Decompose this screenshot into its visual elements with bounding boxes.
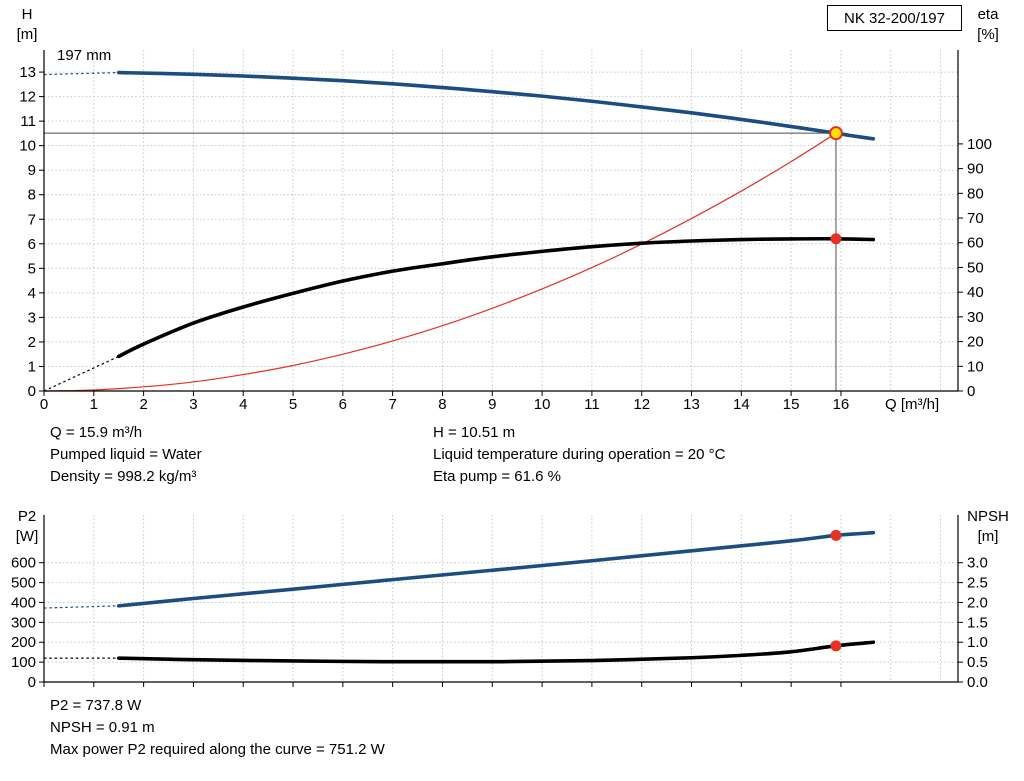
info-head: H = 10.51 m: [433, 424, 516, 441]
x-tick-label: 7: [388, 396, 396, 413]
x-tick-label: 16: [833, 396, 850, 413]
y-right-tick-label: 3.0: [967, 555, 988, 572]
info-npsh: NPSH = 0.91 m: [50, 719, 155, 736]
y-right-tick-label: 70: [967, 210, 984, 227]
npsh-point-marker: [830, 640, 842, 652]
x-tick-label: 8: [438, 396, 446, 413]
y-left-tick-label: 10: [19, 138, 36, 155]
x-tick-label: 9: [488, 396, 496, 413]
x-tick-label: 11: [584, 396, 600, 413]
y-right-tick-label: 100: [967, 136, 992, 153]
y-left-axis-title: [m]: [17, 26, 38, 43]
p2-curve: [116, 530, 876, 608]
x-tick-label: 13: [683, 396, 700, 413]
x-tick-label: 2: [139, 396, 147, 413]
y-left-tick-label: 8: [28, 187, 36, 204]
y-left-tick-label: 500: [11, 575, 36, 592]
y-right-tick-label: 1.0: [967, 634, 988, 651]
x-tick-label: 1: [90, 396, 98, 413]
y-left-tick-label: 13: [19, 64, 36, 81]
efficiency-curve-dashed-lead: [43, 355, 119, 392]
pump-model-badge: NK 32-200/197: [827, 5, 962, 31]
y-left-tick-label: 300: [11, 614, 36, 631]
head-curve-dashed-lead: [43, 71, 119, 76]
y-left-tick-label: 0: [28, 383, 36, 400]
y-left-axis-title: H: [22, 6, 33, 23]
x-tick-label: 14: [733, 396, 750, 413]
y-right-tick-label: 0.5: [967, 654, 988, 671]
y-right-axis-title: NPSH: [967, 508, 1009, 525]
y-right-axis-title: [m]: [978, 528, 999, 545]
info-flow: Q = 15.9 m³/h: [50, 424, 143, 441]
y-left-tick-label: 6: [28, 236, 36, 253]
y-right-axis-title: eta: [978, 6, 1000, 23]
y-left-tick-label: 4: [28, 285, 36, 302]
y-left-tick-label: 9: [28, 162, 36, 179]
x-tick-label: 15: [783, 396, 800, 413]
y-left-tick-label: 100: [11, 654, 36, 671]
y-right-tick-label: 90: [967, 161, 984, 178]
y-right-tick-label: 20: [967, 334, 984, 351]
y-left-tick-label: 0: [28, 674, 36, 691]
y-right-tick-label: 0.0: [967, 674, 988, 691]
y-left-tick-label: 3: [28, 309, 36, 326]
info-max-power: Max power P2 required along the curve = …: [50, 741, 385, 758]
y-left-tick-label: 1: [28, 358, 36, 375]
y-left-tick-label: 600: [11, 555, 36, 572]
x-tick-label: 12: [633, 396, 650, 413]
x-tick-label: 6: [339, 396, 347, 413]
y-left-tick-label: 11: [20, 113, 36, 130]
y-left-tick-label: 7: [28, 211, 36, 228]
p2-curve-dashed-lead: [43, 605, 119, 609]
npsh-curve: [116, 640, 876, 664]
y-right-tick-label: 0: [967, 383, 975, 400]
head-curve: [116, 70, 876, 141]
x-tick-label: 3: [189, 396, 197, 413]
info-liquid-temperature: Liquid temperature during operation = 20…: [433, 446, 726, 463]
y-right-tick-label: 40: [967, 284, 984, 301]
x-tick-label: 5: [289, 396, 297, 413]
y-left-tick-label: 200: [11, 634, 36, 651]
y-right-tick-label: 10: [967, 358, 984, 375]
duty-point-marker: [828, 126, 843, 141]
y-right-tick-label: 80: [967, 185, 984, 202]
info-p2: P2 = 737.8 W: [50, 697, 142, 714]
x-tick-label: 4: [239, 396, 247, 413]
impeller-diameter-label: 197 mm: [57, 47, 112, 64]
y-left-axis-title: P2: [18, 508, 36, 525]
y-left-tick-label: 12: [19, 89, 36, 106]
y-right-axis-title: [%]: [977, 26, 999, 43]
y-right-tick-label: 2.5: [967, 575, 988, 592]
info-eta-pump: Eta pump = 61.6 %: [433, 468, 561, 485]
x-axis-title: Q [m³/h]: [885, 396, 939, 413]
x-tick-label: 10: [534, 396, 551, 413]
y-left-axis-title: [W]: [16, 528, 39, 545]
y-left-tick-label: 5: [28, 260, 36, 277]
x-tick-label: 0: [40, 396, 48, 413]
y-left-tick-label: 2: [28, 334, 36, 351]
y-right-tick-label: 30: [967, 309, 984, 326]
p2-point-marker: [830, 529, 842, 541]
y-left-tick-label: 400: [11, 594, 36, 611]
y-right-tick-label: 60: [967, 235, 984, 252]
y-right-tick-label: 2.0: [967, 594, 988, 611]
info-density: Density = 998.2 kg/m³: [50, 468, 197, 485]
info-pumped-liquid: Pumped liquid = Water: [50, 446, 202, 463]
y-right-tick-label: 1.5: [967, 614, 988, 631]
system-curve: [43, 132, 837, 392]
efficiency-point-marker: [830, 233, 842, 245]
y-right-tick-label: 50: [967, 259, 984, 276]
efficiency-curve: [116, 236, 876, 359]
